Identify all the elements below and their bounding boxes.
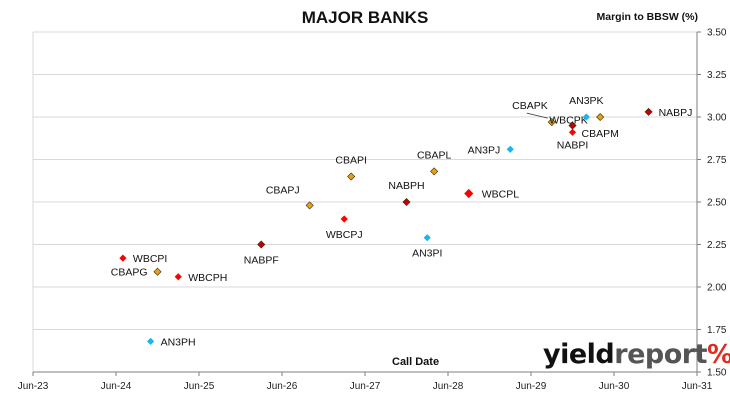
data-label: CBAPJ [266, 184, 300, 196]
y-tick-label: 2.50 [707, 198, 727, 209]
data-point [582, 113, 590, 121]
logo-part-yield: yield [543, 339, 615, 370]
data-point [347, 172, 356, 181]
leader-line [526, 112, 548, 119]
data-point [644, 107, 653, 116]
data-point [464, 188, 474, 199]
logo-part-report: report [614, 339, 707, 370]
y-tick-label: 2.00 [707, 283, 727, 294]
x-tick-label: Jun-25 [184, 381, 215, 392]
data-point [402, 197, 411, 207]
data-label: CBAPL [417, 149, 452, 161]
data-point [119, 254, 127, 262]
y-tick-label: 2.25 [707, 240, 727, 251]
x-tick-label: Jun-27 [350, 381, 381, 392]
x-tick-label: Jun-29 [516, 381, 547, 392]
y-tick-label: 1.75 [707, 325, 727, 336]
y-tick-label: 3.25 [707, 70, 727, 81]
data-point [568, 128, 577, 136]
data-label: CBAPM [581, 128, 618, 140]
data-point [257, 240, 266, 249]
data-label: NABPH [388, 180, 424, 192]
data-label: NABPJ [659, 107, 693, 119]
data-label: WBCPI [133, 253, 167, 265]
data-point [340, 215, 348, 223]
data-point [596, 112, 605, 122]
x-tick-label: Jun-24 [101, 381, 132, 392]
y-tick-label: 2.75 [707, 155, 727, 166]
data-label: AN3PH [161, 336, 196, 348]
data-label: WBCPL [482, 189, 520, 201]
data-point [153, 267, 162, 276]
x-tick-label: Jun-28 [433, 381, 464, 392]
data-point [506, 145, 514, 153]
x-axis-label: Call Date [392, 356, 440, 368]
data-label: AN3PJ [468, 144, 501, 156]
data-label: AN3PK [569, 95, 603, 107]
data-point [547, 118, 556, 127]
y-tick-label: 3.50 [707, 28, 727, 39]
data-label: NABPI [557, 139, 589, 151]
data-label: WBCPJ [326, 229, 363, 241]
x-tick-label: Jun-31 [682, 381, 713, 392]
data-label: CBAPK [512, 100, 548, 112]
y-tick-label: 1.50 [707, 368, 727, 379]
data-label: WBCPK [549, 115, 588, 127]
data-label: AN3PI [412, 248, 442, 260]
data-point [430, 167, 439, 176]
data-label: WBCPH [188, 272, 227, 284]
data-label: CBAPI [335, 155, 367, 167]
data-point [174, 273, 182, 281]
chart-title: MAJOR BANKS [301, 8, 429, 27]
x-tick-label: Jun-30 [599, 381, 630, 392]
data-label: NABPF [244, 255, 279, 267]
logo-percent-symbol: % [706, 340, 730, 370]
data-label: CBAPG [111, 267, 148, 279]
data-point [146, 337, 155, 345]
x-tick-label: Jun-26 [267, 381, 298, 392]
data-point [423, 234, 431, 242]
yieldreport-logo: yieldreport% [543, 339, 730, 370]
x-tick-label: Jun-23 [18, 381, 49, 392]
y-axis-label: Margin to BBSW (%) [596, 11, 699, 23]
y-tick-label: 3.00 [707, 113, 727, 124]
data-point [305, 201, 314, 210]
